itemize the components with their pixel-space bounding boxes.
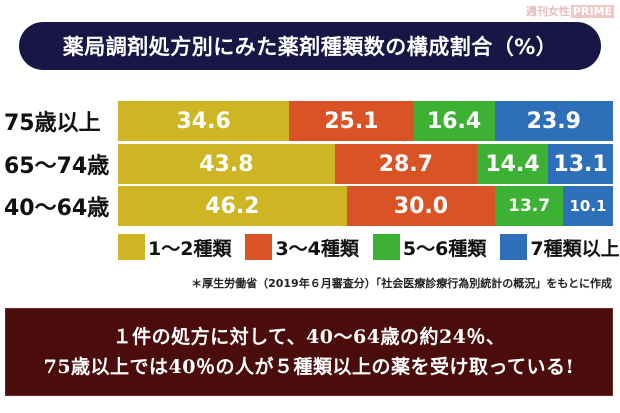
stacked-bar: 34.6 25.1 16.4 23.9: [118, 101, 613, 141]
bar-segment-7plus: 13.1: [548, 144, 613, 184]
watermark-prefix: 週刊女性: [525, 5, 570, 18]
watermark-brand: PRIME: [570, 5, 614, 18]
row-label: 65〜74歳: [4, 154, 110, 179]
chart-row-75plus: 75歳以上 34.6 25.1 16.4 23.9: [0, 101, 620, 141]
bar-segment-1-2: 34.6: [118, 101, 290, 141]
source-footnote: ＊厚生労働省（2019年６月審査分）「社会医療診療行為別統計の概況」をもとに作成: [191, 277, 612, 290]
callout-line-2: 75歳以上では40％の人が５種類以上の薬を受け取っている!: [43, 356, 575, 378]
legend-swatch: [500, 234, 528, 260]
legend-item-3-4: 3〜4種類: [245, 234, 359, 261]
bar-segment-7plus: 23.9: [494, 101, 613, 141]
chart-title: 薬局調剤処方別にみた薬剤種類数の構成割合（%）: [19, 22, 601, 70]
bar-segment-5-6: 16.4: [413, 101, 495, 141]
legend-swatch: [245, 234, 273, 260]
row-label: 75歳以上: [4, 111, 101, 136]
chart-title-text: 薬局調剤処方別にみた薬剤種類数の構成割合（%）: [62, 35, 558, 59]
legend-swatch: [372, 234, 400, 260]
bar-segment-1-2: 43.8: [118, 144, 335, 184]
bar-segment-3-4: 28.7: [334, 144, 477, 184]
bar-segment-5-6: 13.7: [495, 186, 563, 226]
bar-segment-3-4: 25.1: [289, 101, 414, 141]
legend-label: 1〜2種類: [148, 237, 232, 260]
callout-line-1: １件の処方に対して、40〜64歳の約24％、: [112, 326, 506, 348]
legend-swatch: [118, 234, 145, 260]
legend-label: 7種類以上: [530, 237, 620, 260]
callout-box: １件の処方に対して、40〜64歳の約24％、 75歳以上では40％の人が５種類以…: [5, 308, 613, 396]
bar-segment-1-2: 46.2: [118, 186, 347, 226]
row-label: 40〜64歳: [4, 196, 110, 221]
legend-item-7plus: 7種類以上: [500, 234, 620, 261]
chart-legend: 1〜2種類 3〜4種類 5〜6種類 7種類以上: [118, 234, 620, 260]
bar-segment-7plus: 10.1: [563, 186, 613, 226]
bar-segment-5-6: 14.4: [476, 144, 549, 184]
legend-item-5-6: 5〜6種類: [372, 234, 487, 261]
legend-item-1-2: 1〜2種類: [118, 234, 231, 261]
stacked-bar: 43.8 28.7 14.4 13.1: [118, 144, 613, 184]
bar-segment-3-4: 30.0: [346, 186, 496, 226]
chart-row-65-74: 65〜74歳 43.8 28.7 14.4 13.1: [0, 144, 620, 184]
chart-row-40-64: 40〜64歳 46.2 30.0 13.7 10.1: [0, 186, 620, 226]
legend-label: 5〜6種類: [402, 237, 487, 260]
legend-label: 3〜4種類: [275, 237, 359, 260]
watermark-logo: 週刊女性 PRIME: [526, 3, 614, 19]
stacked-bar: 46.2 30.0 13.7 10.1: [118, 186, 613, 226]
